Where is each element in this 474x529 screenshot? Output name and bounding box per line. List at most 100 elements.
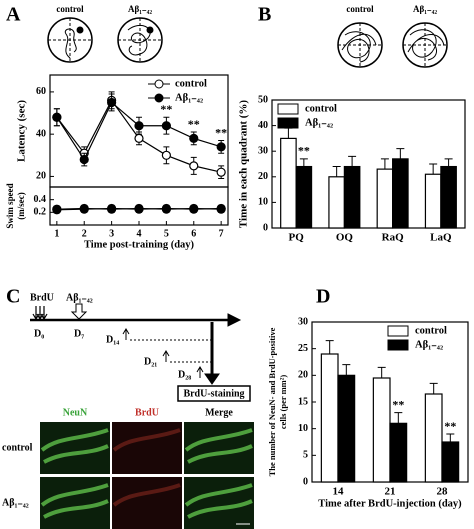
error-bar [299, 158, 308, 167]
column-label: Merge [205, 407, 233, 418]
track-thumbnails [47, 17, 448, 68]
y-tick-label: 0 [303, 476, 308, 487]
timeline-label: Aβ₁₋₄₂ [66, 292, 93, 303]
significance: ** [215, 125, 227, 139]
marker [134, 133, 144, 143]
panel-letter: A [6, 4, 21, 26]
marker [161, 121, 171, 131]
error-bar [332, 166, 341, 177]
row-label: control [2, 442, 33, 453]
x-tick-label: 28 [437, 486, 449, 498]
panel-letter: B [258, 4, 271, 26]
y-tick-label: 0 [263, 222, 268, 233]
marker [134, 204, 144, 214]
bar [440, 165, 457, 229]
row-label: Aβ₁₋₄₂ [2, 497, 29, 508]
timeline-day: D₇ [74, 328, 84, 339]
error-bar [325, 340, 334, 354]
bar [295, 165, 313, 229]
column-label: BrdU [135, 407, 159, 418]
y-axis-label: The number of NeuN- and BrdU-positive [267, 327, 277, 476]
y-axis-label: Time in each quadrant (%) [238, 100, 250, 228]
marker [189, 133, 199, 143]
bar [424, 393, 443, 483]
bar [392, 158, 409, 229]
timeline [30, 303, 251, 402]
marker [216, 167, 226, 177]
error-bar [446, 433, 455, 442]
y-axis-label: cells (per mm²) [278, 375, 288, 429]
error-bar [429, 163, 438, 175]
legend-swatch [387, 339, 409, 351]
y-tick-label: 30 [258, 145, 268, 156]
y-tick-label: 25 [298, 343, 308, 354]
y-axis-label: Swim speed [5, 183, 15, 228]
track-label: control [346, 4, 374, 14]
timeline-day: D₂₈ [178, 369, 191, 380]
marker [216, 142, 226, 152]
y-tick-label: 40 [36, 128, 46, 139]
bar [372, 377, 391, 483]
marker [79, 154, 89, 165]
y-tick-label: 30 [298, 316, 308, 327]
bar [441, 441, 460, 483]
marker [189, 204, 199, 214]
legend-swatch [277, 117, 299, 129]
marker [107, 97, 117, 108]
y-tick-label: 20 [258, 171, 268, 182]
x-tick-label: 7 [219, 228, 224, 239]
x-tick-label: 4 [137, 228, 142, 239]
bar [424, 173, 442, 229]
error-bar [429, 382, 438, 394]
x-tick-label: 6 [191, 228, 196, 239]
y-tick-label: 15 [298, 396, 308, 407]
legend-marker [154, 93, 164, 103]
y-tick-label: 40 [258, 120, 268, 131]
x-tick-label: PQ [288, 232, 304, 244]
y-tick-label: 50 [258, 94, 268, 105]
error-bar [444, 158, 453, 167]
error-bar [342, 364, 351, 376]
error-bar [284, 127, 293, 139]
bar [280, 137, 297, 229]
legend-label: control [305, 103, 337, 114]
legend-label: Aβ₁₋₄₂ [305, 117, 333, 128]
timeline-day: D₁₄ [106, 334, 119, 345]
significance: ** [392, 397, 404, 411]
significance: ** [444, 419, 456, 433]
column-label: NeuN [63, 407, 88, 418]
significance: ** [188, 117, 200, 131]
error-bar [396, 148, 405, 159]
error-bar [377, 366, 386, 378]
legend-swatch [277, 103, 299, 115]
timeline-day: D₀ [34, 328, 44, 339]
bar [328, 176, 345, 229]
y-tick-label: 20 [298, 370, 308, 381]
marker [161, 203, 171, 214]
x-axis-label: Time after BrdU-injection (day) [318, 498, 462, 509]
bar [376, 168, 394, 229]
timeline-day: D₂₁ [144, 356, 157, 367]
y-tick-label: 5 [303, 450, 308, 461]
error-bar [380, 158, 389, 170]
x-tick-label: 3 [109, 228, 114, 239]
y-tick-label: 20 [36, 171, 46, 182]
marker [189, 161, 199, 171]
bar [343, 165, 361, 229]
track-label: control [56, 4, 84, 14]
panel-letter: C [6, 286, 20, 308]
marker [134, 121, 144, 131]
significance: ** [298, 144, 310, 158]
legend-label: control [415, 325, 447, 336]
bar [337, 374, 356, 483]
significance: ** [160, 102, 172, 116]
track-label: Aβ₁₋₄₂ [128, 4, 152, 14]
track-label: Aβ₁₋₄₂ [413, 4, 437, 14]
x-tick-label: LaQ [430, 232, 452, 244]
x-tick-label: 14 [333, 486, 345, 498]
y-tick-label: 10 [298, 423, 308, 434]
x-tick-label: 21 [385, 486, 396, 498]
legend-label: Aβ₁₋₄₂ [175, 92, 203, 103]
error-bar [348, 155, 357, 167]
